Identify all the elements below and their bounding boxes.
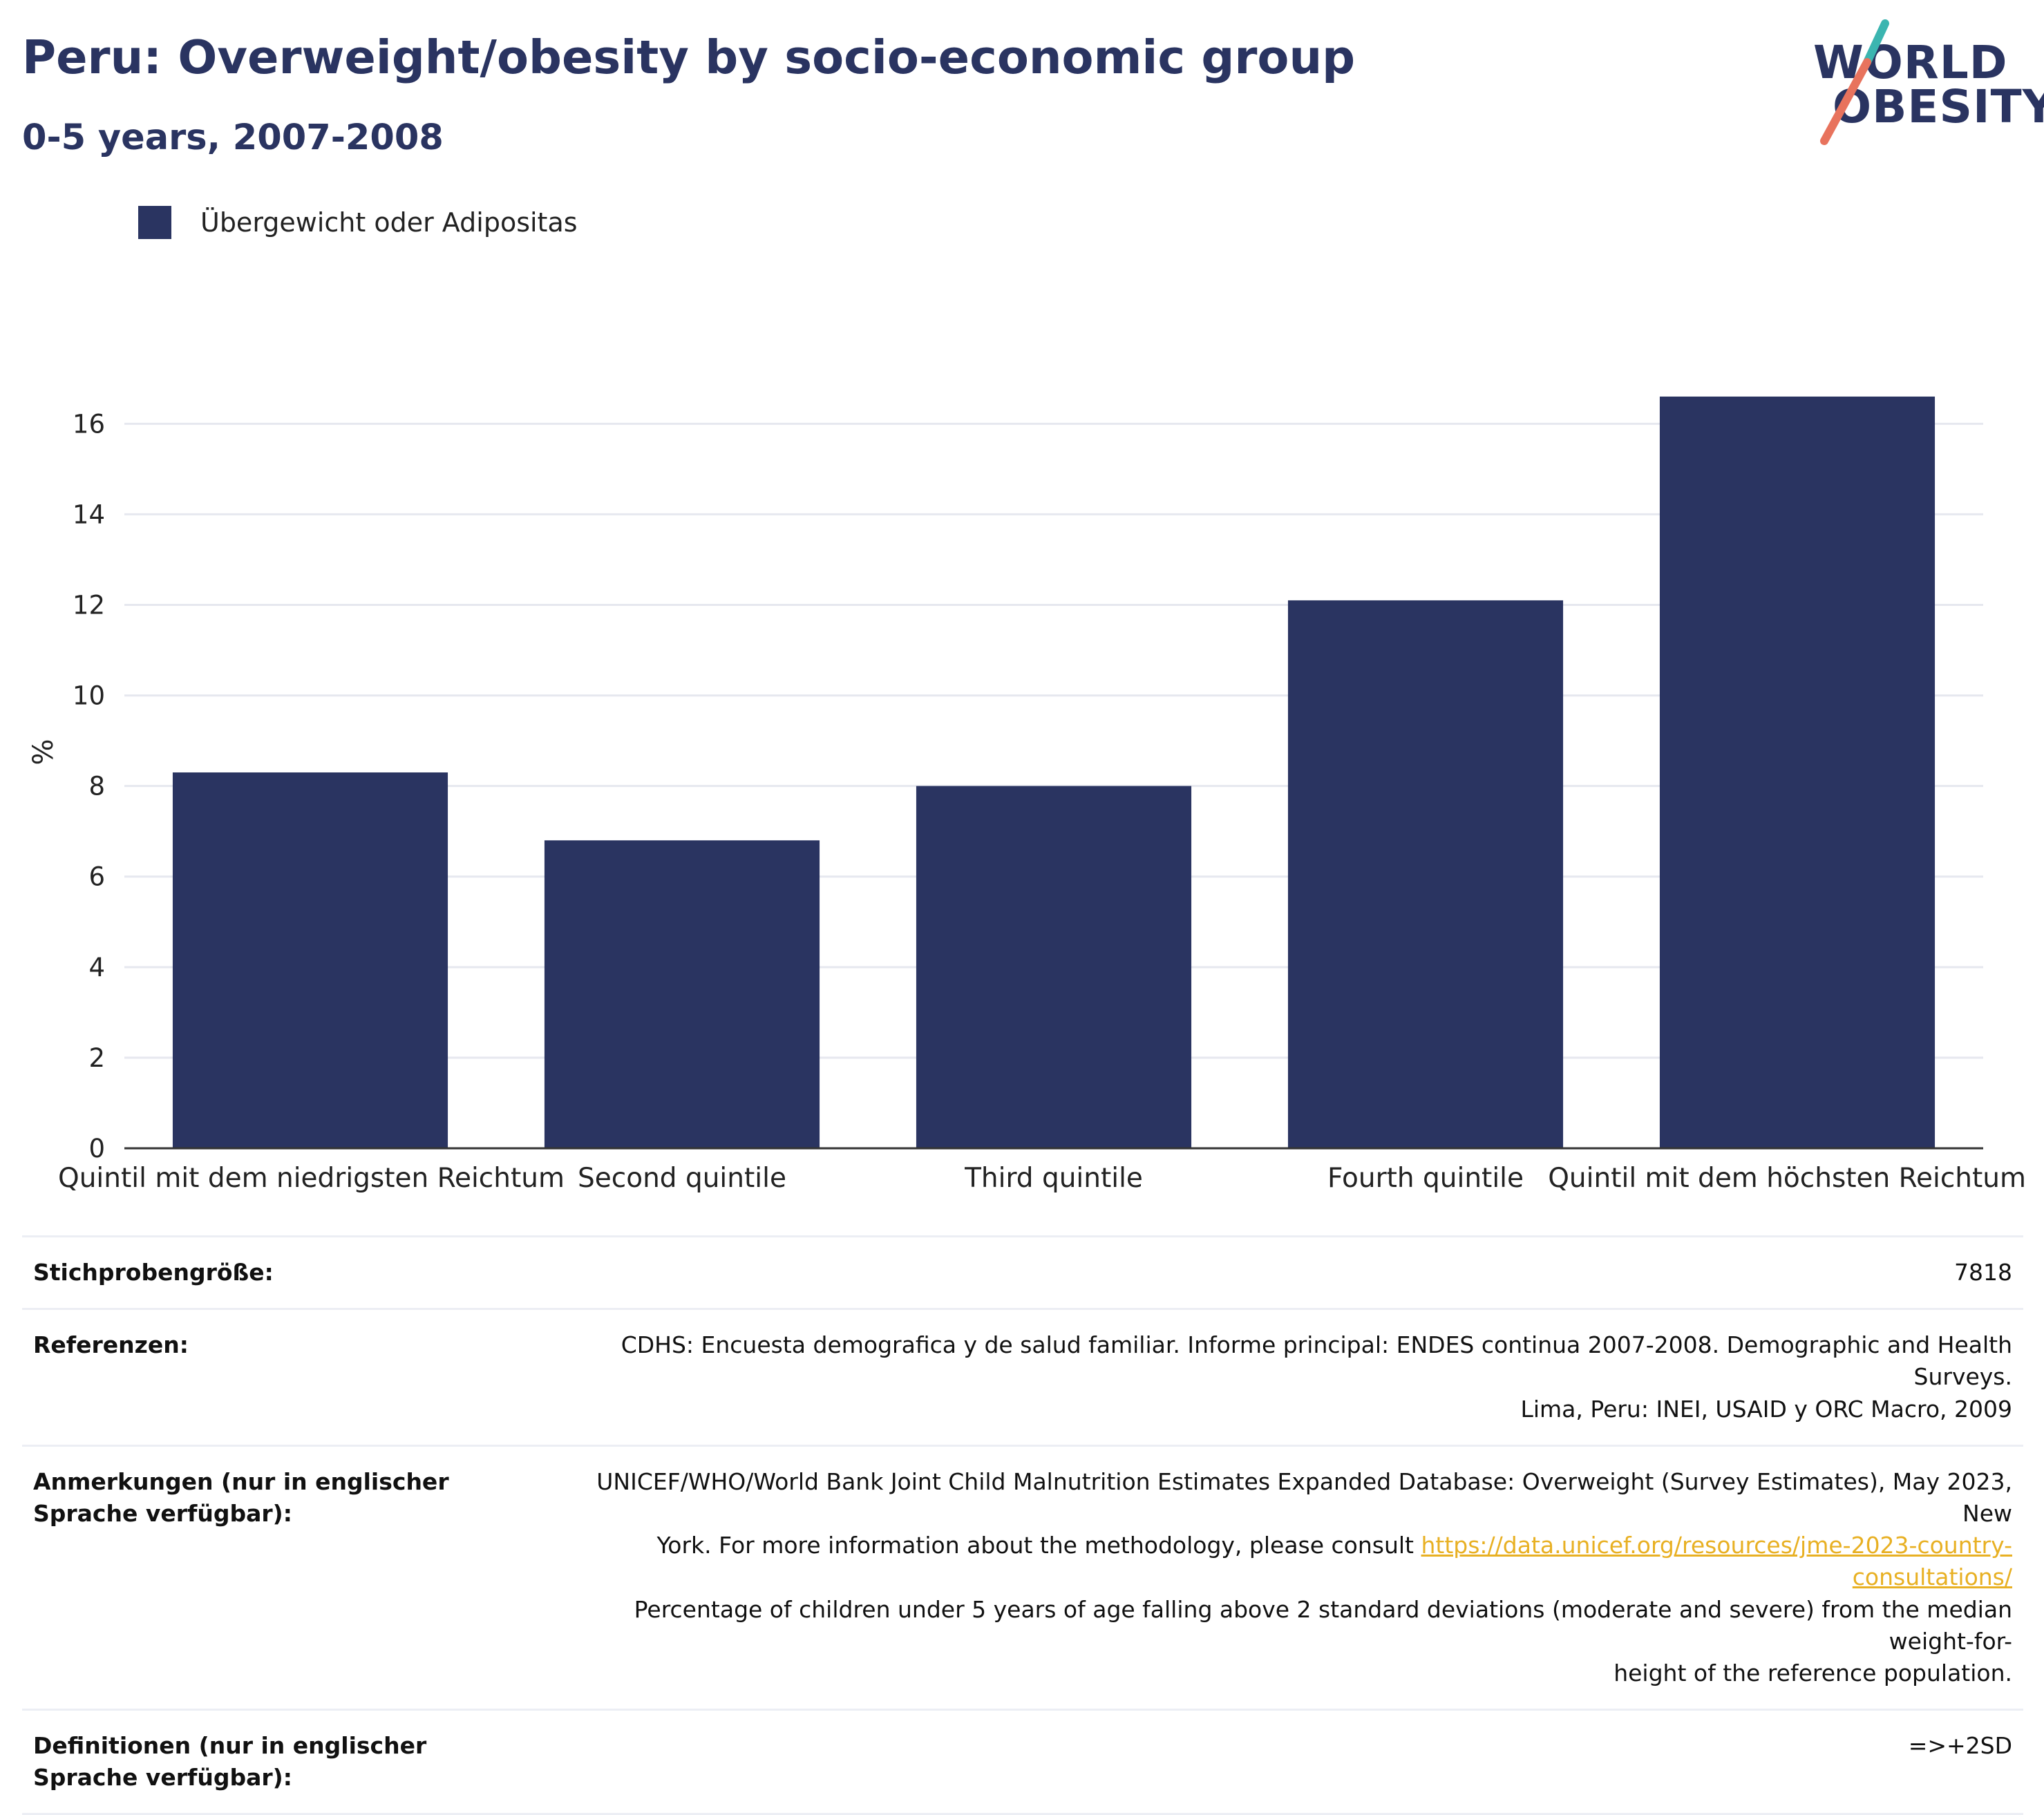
info-row-references: Referenzen: CDHS: Encuesta demografica y…	[22, 1308, 2023, 1445]
x-tick-label: Fourth quintile	[1327, 1163, 1524, 1194]
methodology-link[interactable]: https://data.unicef.org/resources/jme-20…	[1421, 1532, 2013, 1591]
bar-chart: 0 2 4 6 8 10 12 14 16% Quintil mit dem niedrigste…	[28, 396, 2026, 1194]
y-tick-label: 6	[88, 862, 105, 892]
sample-size-label: Stichprobengröße:	[33, 1259, 274, 1286]
sample-size-value: 7818	[1954, 1259, 2012, 1286]
logo-slash-icon	[1820, 19, 1889, 145]
definitions-label: Definitionen (nur in englischer Sprache …	[33, 1732, 427, 1792]
world-obesity-logo: WORLD OBESITY	[1797, 19, 2044, 151]
info-row-definitions: Definitionen (nur in englischer Sprache …	[22, 1709, 2023, 1815]
y-tick-label: 0	[88, 1134, 105, 1163]
notes-value: UNICEF/WHO/World Bank Joint Child Malnut…	[561, 1466, 2012, 1689]
y-tick-label: 8	[88, 772, 105, 801]
x-tick-label: Quintil mit dem niedrigsten Reichtum	[58, 1163, 565, 1194]
logo-word-obesity: OBESITY	[1833, 80, 2044, 133]
info-row-sample-size: Stichprobengröße: 7818	[22, 1235, 2023, 1308]
definitions-value: =>+2SD	[1908, 1732, 2012, 1760]
y-tick-label: 14	[73, 500, 105, 529]
bar	[544, 840, 820, 1148]
logo-word-world: WORLD	[1813, 36, 2008, 89]
y-tick-label: 10	[73, 681, 105, 711]
x-tick-label: Second quintile	[578, 1163, 786, 1194]
info-table: Stichprobengröße: 7818 Referenzen: CDHS:…	[22, 1235, 2023, 1815]
y-tick-label: 2	[88, 1043, 105, 1073]
info-row-notes: Anmerkungen (nur in englischer Sprache v…	[22, 1444, 2023, 1709]
references-line-2: Lima, Peru: INEI, USAID y ORC Macro, 200…	[1520, 1395, 2012, 1423]
legend-label: Übergewicht oder Adipositas	[200, 207, 578, 238]
x-tick-label: Quintil mit dem höchsten Reichtum	[1548, 1163, 2026, 1194]
notes-line-1: UNICEF/WHO/World Bank Joint Child Malnut…	[596, 1467, 2012, 1527]
notes-label: Anmerkungen (nur in englischer Sprache v…	[33, 1467, 449, 1527]
references-value: CDHS: Encuesta demografica y de salud fa…	[561, 1329, 2012, 1425]
bar	[916, 786, 1192, 1148]
chart-legend: Übergewicht oder Adipositas	[138, 206, 578, 239]
chart-subtitle: 0-5 years, 2007-2008	[22, 117, 444, 158]
y-axis-label: %	[28, 739, 59, 765]
references-label: Referenzen:	[33, 1331, 189, 1359]
notes-line-3: Percentage of children under 5 years of …	[634, 1595, 2012, 1655]
bar	[1287, 600, 1564, 1148]
chart-title: Peru: Overweight/obesity by socio-econom…	[22, 30, 1356, 84]
bar	[172, 772, 448, 1148]
bar	[1659, 396, 1936, 1149]
legend-swatch	[138, 206, 171, 239]
references-line-1: CDHS: Encuesta demografica y de salud fa…	[621, 1331, 2012, 1391]
y-tick-label: 4	[88, 953, 105, 982]
x-tick-label: Third quintile	[964, 1163, 1143, 1194]
notes-line-2: York. For more information about the met…	[656, 1532, 1414, 1559]
notes-line-4: height of the reference population.	[1614, 1659, 2012, 1686]
y-tick-label: 12	[73, 590, 105, 620]
y-tick-label: 16	[73, 409, 105, 439]
